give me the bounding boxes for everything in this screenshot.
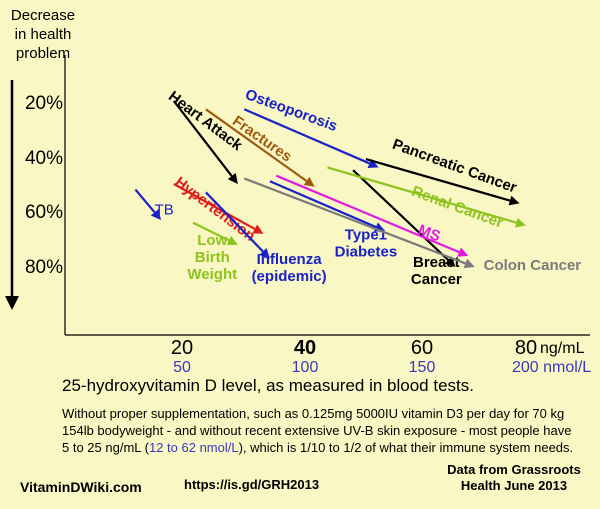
series-label-line: Low <box>197 232 227 249</box>
y-axis-arrowhead <box>5 296 19 310</box>
footnote: Without proper supplementation, such as … <box>62 405 600 456</box>
series-label: TB <box>155 201 174 218</box>
chart-axes <box>5 55 590 336</box>
y-tick-label: 60% <box>24 202 64 223</box>
x-unit-label: ng/mL <box>540 340 585 357</box>
series-arrow-line <box>192 221 230 242</box>
series-label-line: Diabetes <box>335 243 398 260</box>
series-label: Type1 Diabetes <box>335 226 398 260</box>
y-axis-label: Decrease in health problem <box>10 7 76 62</box>
x-tick-label: 20 <box>170 337 194 359</box>
series-arrow-line <box>173 183 256 230</box>
series-arrowhead <box>457 247 469 257</box>
x-tick-label-nmol: 150 <box>408 359 436 376</box>
series-label-line: Weight <box>187 266 237 283</box>
series-group: MS <box>275 174 469 257</box>
series-group: Heart Attack <box>165 88 246 184</box>
x-tick-label-nmol: 100 <box>291 359 319 376</box>
series-arrowhead <box>444 256 456 267</box>
data-source: Data from Grassroots Health June 2013 <box>444 462 584 494</box>
data-source-line: Data from Grassroots <box>447 462 581 477</box>
source-link[interactable]: https://is.gd/GRH2013 <box>184 477 320 492</box>
footnote-line: 5 to 25 ng/mL (12 to 62 nmol/L), which i… <box>62 439 600 456</box>
data-source-line: Health June 2013 <box>460 478 568 493</box>
series-arrow-line <box>134 188 156 214</box>
x-unit-label-nmol: 200 nmol/L <box>512 359 592 376</box>
footnote-nmol-range: 12 to 62 nmol/L <box>148 440 239 455</box>
series-label: Influenza (epidemic) <box>252 251 327 285</box>
site-name: VitaminDWiki.com <box>20 479 142 495</box>
x-tick-label-nmol: 50 <box>173 359 191 376</box>
series-label-line: Breast <box>413 254 460 271</box>
footnote-text: 5 to 25 ng/mL ( <box>62 440 149 455</box>
series-arrow-line <box>269 180 377 229</box>
series-arrowhead <box>226 235 238 245</box>
series-group: Low Birth Weight <box>187 221 238 283</box>
series-group: Osteoporosis <box>243 86 379 169</box>
y-tick-label: 40% <box>24 148 64 169</box>
series-label-line: Type1 <box>345 226 387 243</box>
series-label: Low Birth Weight <box>187 232 237 283</box>
series-arrow-line <box>243 177 466 265</box>
x-tick-label: 40 <box>293 337 317 359</box>
series-arrowhead <box>150 209 162 220</box>
series-arrow-line <box>205 191 264 253</box>
series-arrowhead <box>514 217 526 228</box>
footnote-text: ), which is 1/10 to 1/2 of what their im… <box>238 440 574 455</box>
series-label-line: (epidemic) <box>252 268 327 285</box>
series-arrowhead <box>508 195 520 206</box>
series-label: MS <box>416 222 443 246</box>
series-group: TB <box>134 188 174 220</box>
footnote-line: Without proper supplementation, such as … <box>62 406 565 421</box>
series-arrowhead <box>227 173 238 184</box>
series-label: Pancreatic Cancer <box>390 136 519 197</box>
series-arrow-line <box>327 166 517 224</box>
x-axis-label: 25-hydroxyvitamin D level, as measured i… <box>62 376 474 395</box>
series-label: Colon Cancer <box>484 257 582 274</box>
footnote-line: 154lb bodyweight - and without recent ex… <box>62 423 572 438</box>
series-arrow-line <box>352 169 450 261</box>
series-arrowhead <box>367 158 379 169</box>
series-arrow-line <box>275 174 460 254</box>
series-arrow-line <box>205 108 308 182</box>
series-group: Influenza (epidemic) <box>205 191 327 285</box>
x-tick-label: 60 <box>410 337 434 359</box>
y-tick-label: 80% <box>24 257 64 278</box>
series-arrow-line <box>365 158 511 202</box>
series-arrowhead <box>252 224 264 234</box>
series-label-line: Influenza <box>257 251 323 268</box>
series-arrow-line <box>243 108 370 165</box>
series-group: Colon Cancer <box>243 177 582 274</box>
series-arrowhead <box>303 176 315 187</box>
series-group: Breast Cancer <box>352 169 462 288</box>
x-tick-label: 80 <box>514 337 538 359</box>
series-label-line: Birth <box>195 249 230 266</box>
series-label: Breast Cancer <box>411 254 462 288</box>
series-arrowhead <box>463 258 475 269</box>
series-group: Type1 Diabetes <box>269 180 398 260</box>
series-label-line: Cancer <box>411 271 462 288</box>
y-tick-label: 20% <box>24 93 64 114</box>
series-arrow-line <box>172 100 233 177</box>
series-arrowhead <box>259 248 270 259</box>
